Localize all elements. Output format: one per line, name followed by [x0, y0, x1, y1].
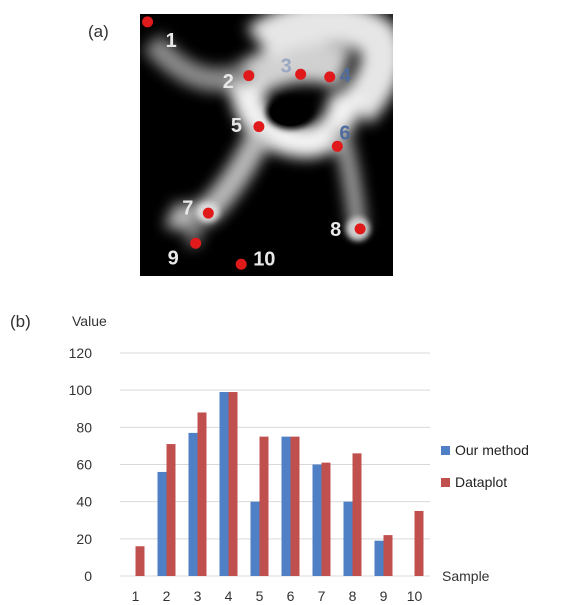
bar-dataplot-6	[290, 436, 300, 576]
y-tick-label: 80	[76, 419, 92, 435]
bar-our-method-7	[312, 464, 322, 576]
density-map-image: 1 2 3 4 5 6 7 8 9 10	[140, 14, 393, 276]
bar-dataplot-2	[166, 444, 176, 576]
point-marker-6	[331, 140, 343, 152]
x-axis-title: Sample	[442, 568, 490, 584]
point-label-4: 4	[340, 65, 352, 87]
bar-dataplot-5	[259, 436, 269, 576]
point-label-1: 1	[166, 30, 177, 52]
point-label-6: 6	[339, 123, 350, 145]
x-tick-label: 1	[132, 588, 140, 604]
point-marker-5	[253, 121, 265, 133]
legend-swatch	[441, 478, 450, 487]
y-tick-label: 120	[69, 345, 93, 361]
point-label-3: 3	[281, 56, 292, 78]
bar-dataplot-8	[352, 453, 362, 576]
y-tick-label: 60	[76, 457, 92, 473]
bar-dataplot-7	[321, 462, 331, 576]
y-tick-label: 0	[84, 568, 92, 584]
x-tick-label: 5	[256, 588, 264, 604]
point-marker-1	[142, 16, 154, 28]
points-layer: 1 2 3 4 5 6 7 8 9 10	[142, 16, 366, 270]
x-tick-label: 4	[225, 588, 233, 604]
point-label-5: 5	[231, 115, 242, 137]
point-marker-10	[235, 258, 247, 270]
y-tick-label: 40	[76, 494, 92, 510]
y-tick-label: 20	[76, 531, 92, 547]
bar-our-method-3	[188, 432, 198, 576]
x-tick-label: 10	[407, 588, 423, 604]
point-label-7: 7	[182, 197, 193, 219]
bar-dataplot-1	[135, 546, 145, 576]
point-label-8: 8	[330, 219, 341, 241]
point-marker-7	[202, 207, 214, 219]
density-hole	[270, 98, 310, 126]
bar-our-method-5	[250, 501, 260, 576]
x-tick-label: 2	[163, 588, 171, 604]
bars	[135, 392, 424, 576]
bar-our-method-2	[157, 471, 167, 576]
bar-dataplot-9	[383, 535, 393, 576]
point-marker-3	[295, 68, 307, 80]
point-label-9: 9	[168, 248, 179, 270]
x-tick-label: 9	[380, 588, 388, 604]
x-tick-label: 3	[194, 588, 202, 604]
panel-label-b: (b)	[10, 312, 31, 331]
point-label-10: 10	[253, 248, 275, 270]
legend-swatch	[441, 446, 450, 455]
bar-dataplot-10	[414, 510, 424, 576]
point-marker-8	[354, 223, 366, 235]
point-marker-4	[324, 71, 336, 83]
x-tick-label: 6	[287, 588, 295, 604]
tick-labels: 0 20 40 60 80 100 120 1 2 3 4 5 6 7 8 9 10	[69, 345, 423, 604]
y-axis-title: Value	[72, 313, 107, 329]
bar-our-method-9	[374, 540, 384, 576]
bar-our-method-8	[343, 501, 353, 576]
legend-label: Dataplot	[455, 474, 507, 490]
x-tick-label: 8	[349, 588, 357, 604]
point-marker-2	[243, 70, 255, 82]
legend-label: Our method	[455, 442, 529, 458]
bar-dataplot-3	[197, 412, 207, 576]
x-tick-label: 7	[318, 588, 326, 604]
density-glow	[142, 14, 393, 249]
point-marker-9	[190, 237, 202, 249]
panel-label-a: (a)	[88, 22, 109, 41]
legend: Our method Dataplot	[441, 442, 529, 490]
point-label-2: 2	[223, 71, 234, 93]
bar-our-method-4	[219, 392, 229, 576]
bar-our-method-6	[281, 436, 291, 576]
y-tick-label: 100	[69, 382, 93, 398]
bar-dataplot-4	[228, 392, 238, 576]
